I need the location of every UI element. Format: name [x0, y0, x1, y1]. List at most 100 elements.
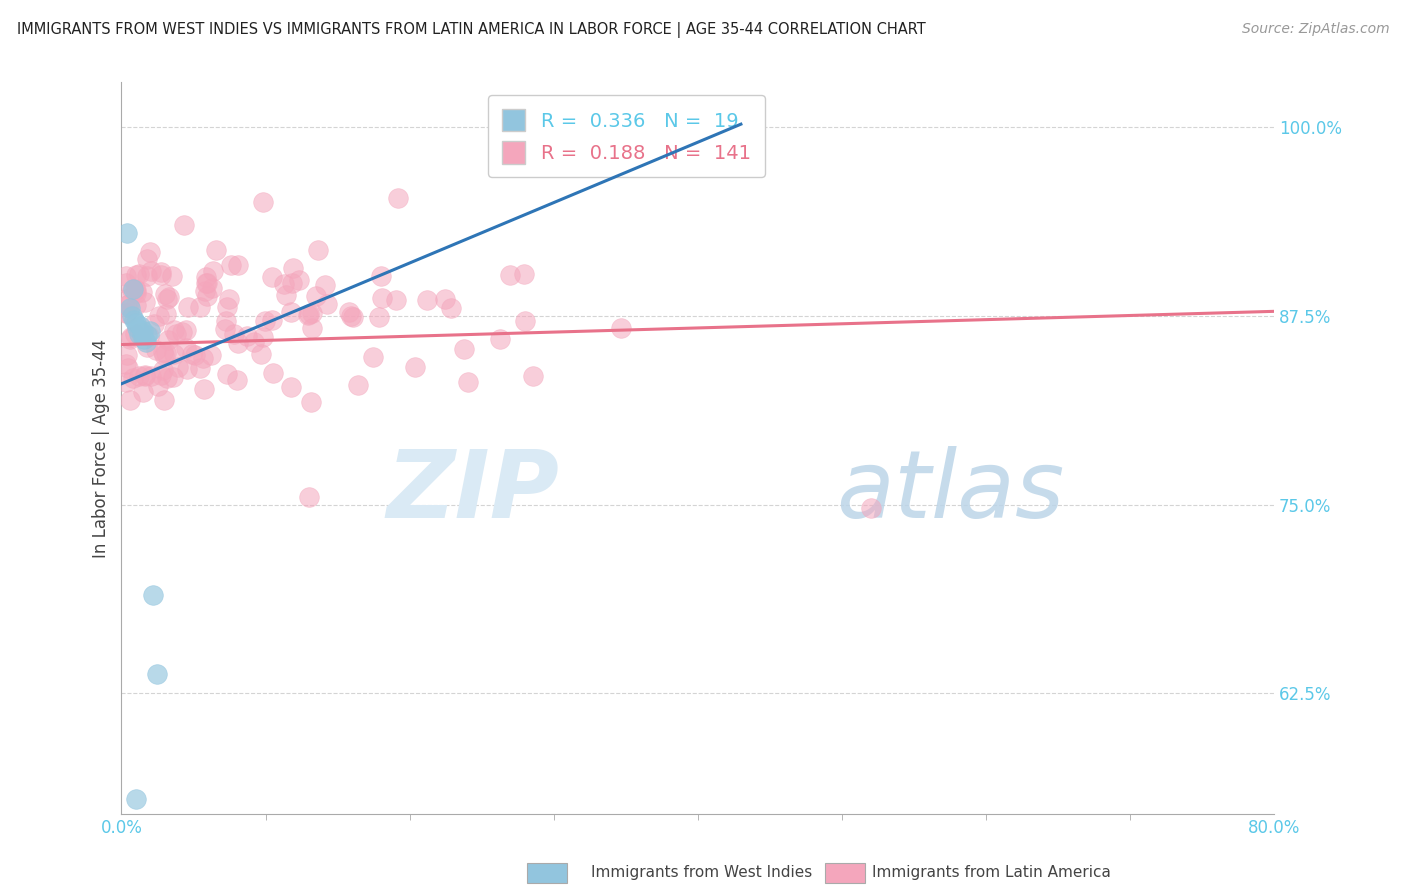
Point — [367, 310, 389, 324]
Point — [193, 351, 215, 366]
Point — [217, 300, 239, 314]
Point — [342, 310, 364, 324]
Point — [347, 377, 370, 392]
Point — [339, 309, 361, 323]
Point — [235, 329, 257, 343]
Point — [226, 373, 249, 387]
Point — [120, 330, 142, 344]
Point — [262, 366, 284, 380]
Point — [129, 319, 152, 334]
Point — [219, 258, 242, 272]
Point — [141, 369, 163, 384]
Point — [195, 269, 218, 284]
Point — [150, 368, 173, 382]
Point — [121, 309, 143, 323]
Point — [387, 191, 409, 205]
Point — [142, 588, 165, 602]
Point — [280, 305, 302, 319]
Point — [115, 226, 138, 240]
Point — [114, 306, 136, 320]
Point — [156, 292, 179, 306]
Point — [143, 317, 166, 331]
Point — [614, 117, 637, 131]
Point — [165, 327, 187, 342]
Point — [125, 268, 148, 283]
Point — [125, 298, 148, 312]
Point — [513, 267, 536, 281]
Point — [214, 321, 236, 335]
Point — [156, 370, 179, 384]
Text: Immigrants from West Indies: Immigrants from West Indies — [591, 865, 811, 880]
Point — [167, 360, 190, 375]
Point — [416, 293, 439, 307]
Point — [135, 334, 157, 349]
Point — [117, 360, 139, 375]
Text: IMMIGRANTS FROM WEST INDIES VS IMMIGRANTS FROM LATIN AMERICA IN LABOR FORCE | AG: IMMIGRANTS FROM WEST INDIES VS IMMIGRANT… — [17, 22, 925, 38]
Point — [124, 326, 146, 341]
Point — [115, 347, 138, 361]
Point — [281, 276, 304, 290]
Point — [134, 368, 156, 383]
Point — [162, 370, 184, 384]
Point — [155, 307, 177, 321]
Text: ZIP: ZIP — [387, 446, 560, 538]
Text: Immigrants from Latin America: Immigrants from Latin America — [872, 865, 1111, 880]
Point — [114, 375, 136, 389]
Point — [404, 359, 426, 374]
Point — [254, 314, 277, 328]
Point — [515, 313, 537, 327]
Point — [314, 278, 336, 293]
Point — [298, 490, 321, 504]
Point — [125, 317, 148, 331]
Text: Source: ZipAtlas.com: Source: ZipAtlas.com — [1241, 22, 1389, 37]
Point — [120, 392, 142, 407]
Point — [370, 269, 392, 284]
Point — [194, 277, 217, 291]
Point — [177, 300, 200, 314]
Point — [194, 285, 217, 299]
Point — [488, 332, 510, 346]
Point — [273, 277, 295, 292]
Point — [301, 321, 323, 335]
Point — [301, 306, 323, 320]
Point — [122, 282, 145, 296]
Point — [125, 283, 148, 297]
Point — [371, 292, 394, 306]
Point — [124, 282, 146, 296]
Point — [121, 283, 143, 297]
Point — [385, 293, 408, 307]
Point — [361, 351, 384, 365]
Legend: R =  0.336   N =  19, R =  0.188   N =  141: R = 0.336 N = 19, R = 0.188 N = 141 — [488, 95, 765, 178]
Point — [201, 264, 224, 278]
Point — [298, 307, 321, 321]
Point — [218, 292, 240, 306]
Point — [195, 288, 218, 302]
Point — [134, 294, 156, 309]
Point — [150, 265, 173, 279]
Point — [172, 325, 194, 339]
Point — [115, 298, 138, 312]
Text: atlas: atlas — [837, 446, 1064, 537]
Point — [141, 263, 163, 277]
Point — [162, 269, 184, 284]
Point — [139, 245, 162, 260]
Point — [135, 269, 157, 284]
Point — [440, 301, 463, 315]
Point — [114, 277, 136, 291]
Point — [114, 269, 136, 284]
Point — [128, 369, 150, 384]
Point — [173, 218, 195, 232]
Point — [129, 325, 152, 339]
Point — [316, 297, 339, 311]
Point — [307, 243, 329, 257]
Point — [146, 379, 169, 393]
Point — [457, 376, 479, 390]
Point — [131, 285, 153, 299]
Point — [138, 329, 160, 343]
Point — [499, 268, 522, 282]
Point — [174, 341, 197, 355]
Point — [297, 308, 319, 322]
Point — [280, 379, 302, 393]
Point — [180, 347, 202, 361]
Point — [176, 362, 198, 376]
